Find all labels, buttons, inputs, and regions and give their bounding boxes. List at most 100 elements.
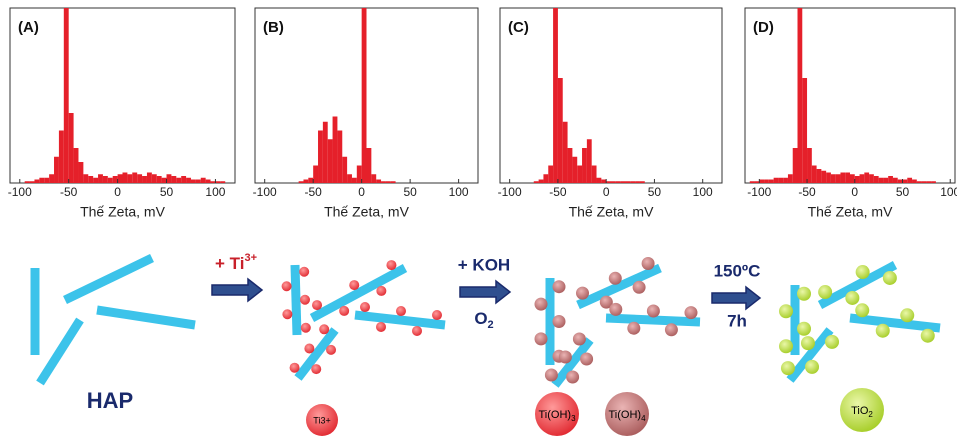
- particle: [875, 323, 890, 338]
- bar: [107, 177, 113, 183]
- bar: [137, 174, 143, 183]
- particle: [304, 343, 315, 354]
- bar: [54, 156, 59, 183]
- bar: [639, 181, 645, 183]
- bar: [342, 156, 348, 183]
- x-tick-label: 100: [205, 185, 225, 199]
- bar: [215, 181, 221, 183]
- step1-sup: 3+: [244, 252, 257, 264]
- bar: [749, 181, 755, 183]
- hap-label: HAP: [87, 388, 133, 413]
- bar: [620, 181, 626, 183]
- particle: [299, 294, 310, 305]
- bar: [557, 78, 563, 183]
- bar: [797, 8, 803, 183]
- bar: [787, 174, 793, 183]
- bar: [68, 113, 74, 183]
- particle: [779, 304, 793, 319]
- particle: [855, 303, 870, 318]
- particle: [376, 321, 387, 332]
- step3-bottom: 7h: [727, 311, 747, 330]
- particle: [300, 322, 311, 333]
- x-axis-label: Thế Zeta, mV: [808, 204, 893, 220]
- bar: [572, 156, 578, 183]
- bar: [826, 172, 831, 183]
- bar: [73, 148, 79, 183]
- x-tick-label: -50: [798, 185, 816, 199]
- diagram: HAP + Ti3+ + KOH O2 150ºC 7h Ti3+ Ti(OH)…: [30, 252, 941, 436]
- particle: [544, 368, 558, 382]
- particle: [534, 332, 548, 346]
- bar: [845, 172, 850, 183]
- particle: [825, 334, 840, 349]
- bar: [869, 174, 874, 183]
- bar: [601, 179, 607, 183]
- arrow: [211, 277, 264, 303]
- arrow: [459, 279, 512, 305]
- rod: [605, 313, 701, 327]
- x-tick-label: -100: [8, 185, 32, 199]
- bar: [171, 176, 177, 183]
- particle: [627, 321, 641, 335]
- bar: [553, 8, 558, 183]
- bar: [902, 179, 908, 183]
- particle: [664, 323, 678, 337]
- bar: [548, 165, 554, 183]
- x-tick-label: -50: [549, 185, 567, 199]
- particle: [386, 260, 397, 271]
- ball-tioh3: [535, 392, 579, 436]
- bar: [29, 181, 35, 183]
- bar: [783, 177, 788, 183]
- particle: [552, 315, 566, 328]
- step1-main: + Ti: [215, 254, 244, 273]
- bar: [538, 179, 544, 183]
- particle: [780, 361, 795, 376]
- x-tick-label: -100: [747, 185, 771, 199]
- bar: [303, 179, 309, 183]
- rod: [551, 337, 594, 388]
- bar: [625, 181, 631, 183]
- rod: [849, 313, 941, 333]
- particle: [299, 266, 310, 277]
- bar: [630, 181, 636, 183]
- histogram-panel: -100 -50 0 50 100 Thế Zeta, mV (D): [744, 7, 957, 220]
- bar: [122, 172, 128, 183]
- bar: [921, 181, 927, 183]
- bar: [161, 177, 167, 183]
- bar: [327, 139, 333, 183]
- particle: [797, 286, 811, 301]
- bar: [635, 181, 640, 183]
- particle: [534, 297, 548, 311]
- particle: [558, 350, 572, 364]
- bar: [371, 174, 377, 183]
- panel-title: (C): [508, 19, 529, 36]
- x-tick-label: 100: [940, 185, 957, 199]
- bar: [759, 179, 765, 183]
- bar: [543, 174, 549, 183]
- particle: [920, 328, 935, 343]
- ball-tio2-main: TiO: [851, 405, 869, 417]
- ball-tioh3-main: Ti(OH): [538, 409, 571, 421]
- bar: [577, 165, 583, 183]
- bar: [385, 181, 391, 183]
- bar: [916, 181, 922, 183]
- x-tick-label: 100: [693, 185, 713, 199]
- histogram-panel: -100 -50 0 50 100 Thế Zeta, mV (A): [8, 7, 236, 220]
- bar: [146, 172, 152, 183]
- bar: [83, 174, 89, 183]
- bar: [931, 181, 936, 183]
- bar: [854, 176, 860, 183]
- particle: [608, 271, 622, 285]
- rod: [576, 263, 662, 310]
- ball-tioh4-label: Ti(OH)4: [608, 409, 646, 423]
- particle: [882, 270, 897, 285]
- particle: [845, 290, 860, 305]
- particle: [855, 265, 870, 280]
- x-tick-label: -50: [60, 185, 78, 199]
- particle: [575, 286, 589, 300]
- bar: [166, 174, 172, 183]
- plot-frame: [9, 7, 236, 184]
- particle: [412, 325, 423, 336]
- bar: [313, 165, 319, 183]
- bar: [835, 174, 841, 183]
